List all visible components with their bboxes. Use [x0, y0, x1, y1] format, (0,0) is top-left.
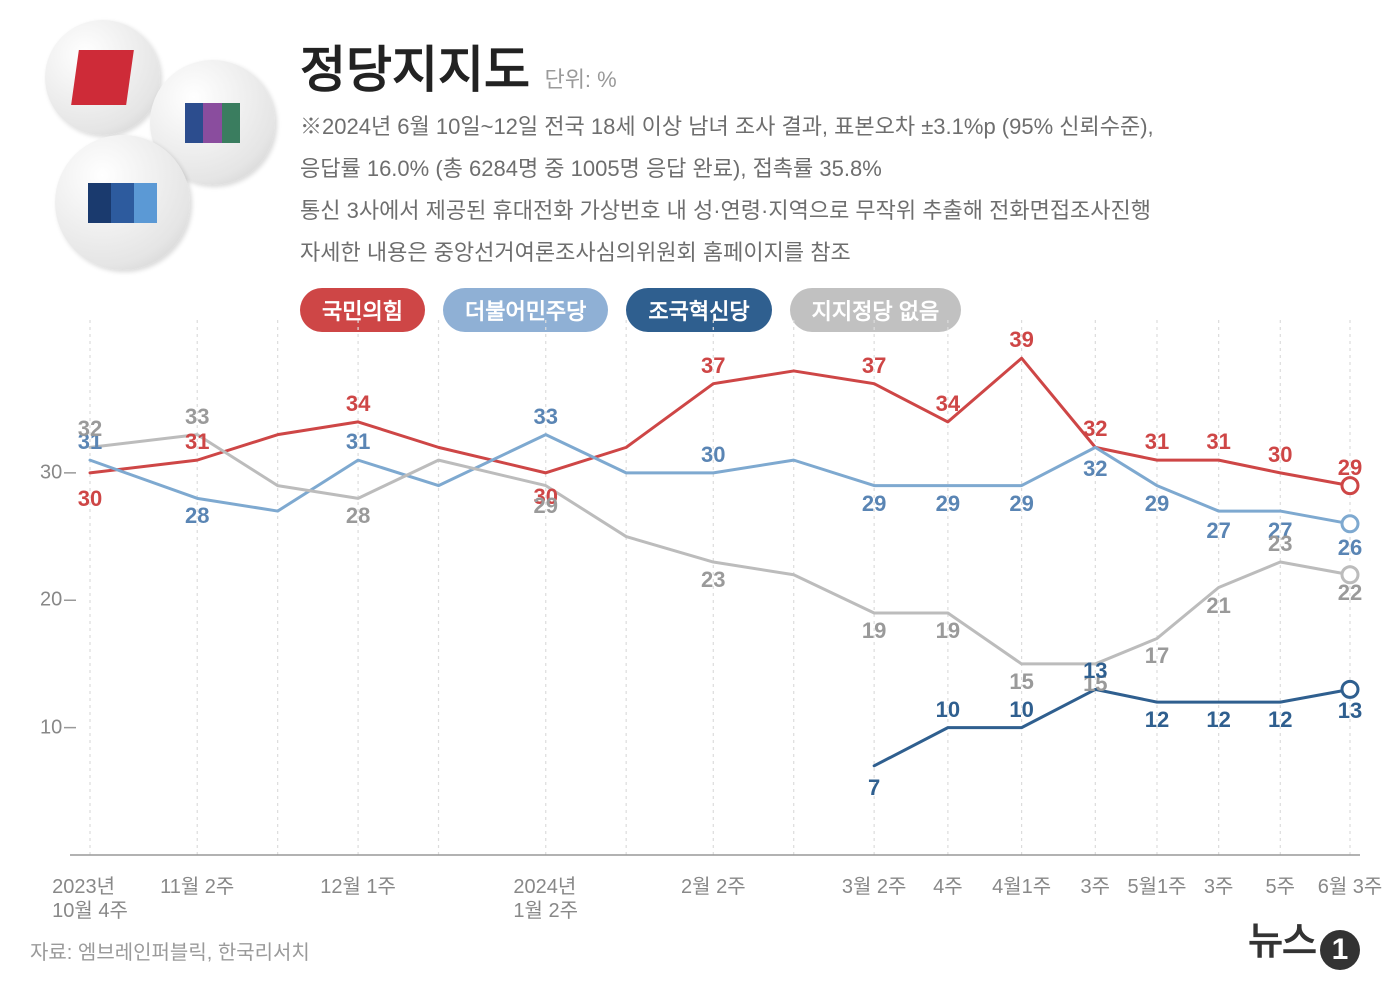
- data-point-label: 31: [1145, 429, 1169, 455]
- x-tick-label: 3주: [1204, 875, 1234, 899]
- data-point-label: 26: [1338, 535, 1362, 561]
- x-tick-label: 2024년1월 2주: [513, 875, 578, 923]
- brand-text: 뉴스: [1248, 921, 1316, 963]
- data-point-label: 23: [701, 567, 725, 593]
- data-point-label: 30: [1268, 442, 1292, 468]
- x-tick-label: 11월 2주: [160, 875, 234, 899]
- data-point-label: 29: [1338, 455, 1362, 481]
- data-point-label: 33: [533, 404, 557, 430]
- data-point-label: 27: [1206, 518, 1230, 544]
- data-point-label: 33: [185, 404, 209, 430]
- x-tick-label: 5월1주: [1127, 875, 1186, 899]
- data-point-label: 30: [701, 442, 725, 468]
- data-point-label: 34: [346, 391, 370, 417]
- data-point-label: 31: [1206, 429, 1230, 455]
- data-point-label: 34: [936, 391, 960, 417]
- data-point-label: 17: [1145, 643, 1169, 669]
- data-point-label: 30: [78, 486, 102, 512]
- data-point-label: 13: [1338, 698, 1362, 724]
- data-point-label: 29: [1145, 491, 1169, 517]
- source-text: 자료: 엠브레인퍼블릭, 한국리서치: [30, 936, 310, 965]
- brand-number: 1: [1320, 930, 1360, 970]
- data-point-label: 28: [346, 503, 370, 529]
- logo-red: [45, 20, 160, 135]
- x-tick-label: 5주: [1266, 875, 1296, 899]
- data-point-label: 29: [936, 491, 960, 517]
- data-point-label: 32: [78, 416, 102, 442]
- x-tick-label: 2023년10월 4주: [52, 875, 128, 923]
- data-point-label: 32: [1083, 416, 1107, 442]
- brand-logo: 뉴스1: [1248, 910, 1360, 970]
- x-tick-label: 4주: [933, 875, 963, 899]
- data-point-label: 37: [701, 353, 725, 379]
- data-point-label: 19: [936, 618, 960, 644]
- data-point-label: 22: [1338, 580, 1362, 606]
- data-point-label: 21: [1206, 593, 1230, 619]
- data-point-label: 31: [346, 429, 370, 455]
- x-tick-label: 3주: [1081, 875, 1111, 899]
- x-tick-label: 6월 3주: [1318, 875, 1383, 899]
- desc-line-2: 응답률 16.0% (총 6284명 중 1005명 응답 완료), 접촉률 3…: [300, 152, 1370, 186]
- data-point-label: 15: [1009, 669, 1033, 695]
- data-point-label: 32: [1083, 456, 1107, 482]
- desc-line-3: 통신 3사에서 제공된 휴대전화 가상번호 내 성·연령·지역으로 무작위 추출…: [300, 194, 1370, 228]
- desc-line-4: 자세한 내용은 중앙선거여론조사심의위원회 홈페이지를 참조: [300, 236, 1370, 270]
- x-tick-label: 2월 2주: [681, 875, 746, 899]
- data-point-label: 29: [1009, 491, 1033, 517]
- logo-blue: [55, 135, 190, 270]
- data-point-label: 23: [1268, 531, 1292, 557]
- x-tick-label: 4월1주: [992, 875, 1051, 899]
- line-chart: 3031343037373439323131302931283133302929…: [40, 310, 1360, 865]
- data-point-label: 28: [185, 503, 209, 529]
- data-point-label: 12: [1268, 707, 1292, 733]
- data-point-label: 10: [1009, 697, 1033, 723]
- chart-title: 정당지지도: [300, 42, 530, 98]
- data-point-label: 7: [868, 775, 880, 801]
- data-point-label: 29: [862, 491, 886, 517]
- data-point-label: 12: [1206, 707, 1230, 733]
- unit-label: 단위: %: [544, 67, 616, 92]
- y-tick-label: 10: [40, 716, 62, 739]
- y-tick-label: 20: [40, 589, 62, 612]
- y-tick-label: 30: [40, 461, 62, 484]
- party-logo-cluster: [30, 20, 280, 240]
- desc-line-1: ※2024년 6월 10일~12일 전국 18세 이상 남녀 조사 결과, 표본…: [300, 110, 1370, 144]
- x-tick-label: 12월 1주: [320, 875, 396, 899]
- data-point-label: 10: [936, 697, 960, 723]
- x-tick-label: 3월 2주: [842, 875, 907, 899]
- data-point-label: 19: [862, 618, 886, 644]
- data-point-label: 39: [1009, 327, 1033, 353]
- data-point-label: 13: [1083, 658, 1107, 684]
- data-point-label: 29: [533, 493, 557, 519]
- data-point-label: 31: [185, 429, 209, 455]
- data-point-label: 12: [1145, 707, 1169, 733]
- data-point-label: 37: [862, 353, 886, 379]
